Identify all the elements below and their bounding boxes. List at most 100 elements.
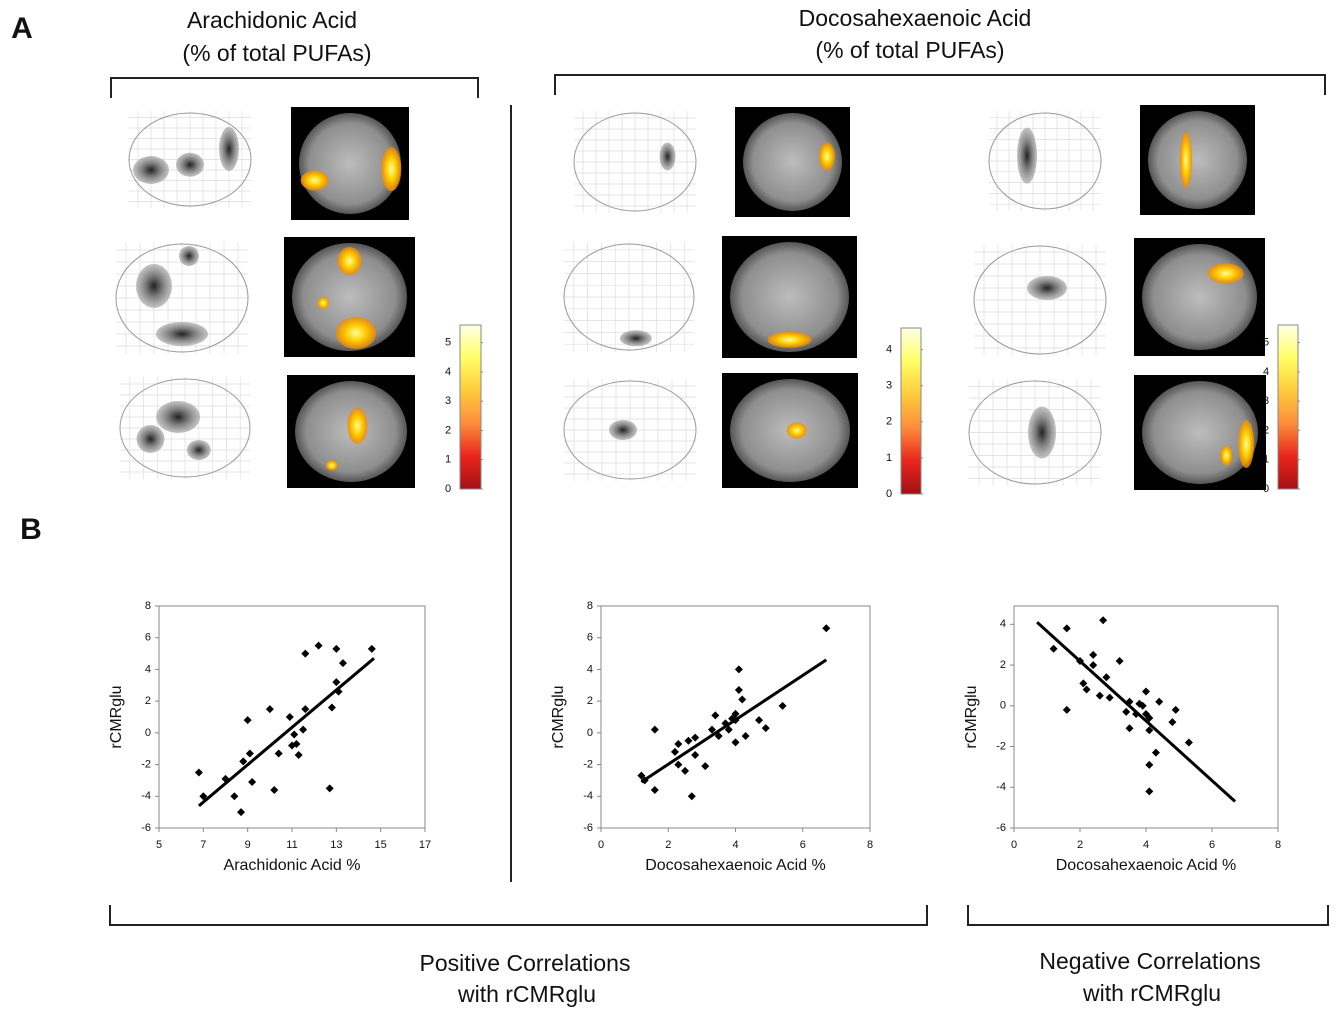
x-tick-label: 15 xyxy=(375,839,387,851)
point xyxy=(687,792,696,801)
point xyxy=(681,766,690,775)
x-tick-label: 11 xyxy=(286,839,297,851)
point xyxy=(1151,748,1160,757)
point xyxy=(734,686,743,695)
point xyxy=(1125,724,1134,733)
glass-blob xyxy=(1028,406,1056,459)
colorbar-tick-label: 3 xyxy=(1263,395,1269,407)
point xyxy=(243,716,252,725)
colorbar-tick-label: 0 xyxy=(445,483,451,495)
colorbar xyxy=(1277,324,1299,490)
brain-tissue xyxy=(1148,111,1247,209)
bracket xyxy=(554,74,1326,95)
glass-blob xyxy=(136,425,165,453)
point xyxy=(711,711,720,720)
point xyxy=(290,730,299,739)
point xyxy=(1168,718,1177,727)
brain-tissue xyxy=(1142,244,1257,350)
point xyxy=(1049,644,1058,653)
colorbar-tick-label: 1 xyxy=(886,452,892,464)
point xyxy=(674,760,683,769)
point xyxy=(1095,691,1104,700)
activation xyxy=(325,460,338,471)
point xyxy=(367,644,376,653)
colorbar-tick-label: 5 xyxy=(1263,336,1269,348)
point xyxy=(332,678,341,687)
x-tick-label: 0 xyxy=(1011,839,1017,851)
y-tick-label: 2 xyxy=(587,695,593,707)
point xyxy=(650,785,659,794)
point xyxy=(325,784,334,793)
glass-outline xyxy=(115,243,249,353)
x-axis-label: Arachidonic Acid % xyxy=(224,857,361,874)
y-tick-label: -4 xyxy=(583,790,593,802)
x-tick-label: 6 xyxy=(1209,839,1215,851)
point xyxy=(761,724,770,733)
y-tick-label: -6 xyxy=(141,822,151,834)
y-tick-label: 0 xyxy=(1000,700,1006,712)
glass-blob xyxy=(659,142,676,171)
y-tick-label: 2 xyxy=(145,695,151,707)
activation xyxy=(381,147,402,192)
footer: Negative Correlations xyxy=(1039,948,1260,974)
x-tick-label: 8 xyxy=(1275,839,1281,851)
glass-blob xyxy=(179,246,199,266)
point xyxy=(294,751,303,760)
bracket xyxy=(109,905,928,926)
point xyxy=(1145,714,1154,723)
y-tick-label: 6 xyxy=(145,632,151,644)
y-tick-label: -2 xyxy=(996,740,1006,752)
point xyxy=(230,792,239,801)
footer: with rCMRglu xyxy=(457,981,596,1007)
colorbar-tick-label: 0 xyxy=(886,488,892,500)
colorbar-tick-label: 1 xyxy=(445,454,451,466)
point xyxy=(734,665,743,674)
activation xyxy=(1180,132,1192,188)
x-axis-label: Docosahexaenoic Acid % xyxy=(1056,857,1237,874)
colorbar-tick-label: 4 xyxy=(886,344,892,356)
glass-outline xyxy=(119,378,251,478)
x-tick-label: 2 xyxy=(1077,839,1083,851)
point xyxy=(741,732,750,741)
y-axis-label: rCMRglu xyxy=(108,685,125,748)
point xyxy=(731,709,740,718)
point xyxy=(1122,707,1131,716)
point xyxy=(332,644,341,653)
brain-images xyxy=(112,105,1266,490)
point xyxy=(670,747,679,756)
glass-outline xyxy=(128,112,252,207)
point xyxy=(731,716,740,725)
brain-tissue xyxy=(299,113,401,214)
point xyxy=(731,738,740,747)
x-tick-label: 6 xyxy=(800,839,806,851)
y-tick-label: 0 xyxy=(587,727,593,739)
glass-outline xyxy=(968,380,1102,485)
x-tick-label: 2 xyxy=(665,839,671,851)
point xyxy=(1171,705,1180,714)
bracket xyxy=(110,77,479,98)
point xyxy=(274,749,283,758)
point xyxy=(327,703,336,712)
bracket xyxy=(967,905,1329,926)
point xyxy=(1089,661,1098,670)
x-tick-label: 4 xyxy=(732,839,738,851)
y-tick-label: -2 xyxy=(141,758,151,770)
colorbar xyxy=(900,327,922,495)
glass-blob xyxy=(609,420,637,440)
glass-outline xyxy=(563,243,695,351)
brain-tissue xyxy=(743,113,842,211)
x-tick-label: 17 xyxy=(419,839,431,851)
point xyxy=(1145,760,1154,769)
y-tick-label: -6 xyxy=(583,822,593,834)
colorbar-tick-label: 2 xyxy=(886,416,892,428)
colorbar-tick-label: 4 xyxy=(445,366,451,378)
glass-blob xyxy=(136,264,172,308)
brain-tissue xyxy=(730,242,849,352)
activation xyxy=(317,297,330,309)
point xyxy=(1102,673,1111,682)
x-tick-label: 7 xyxy=(200,839,206,851)
point xyxy=(314,641,323,650)
point xyxy=(221,774,230,783)
point xyxy=(237,808,246,817)
